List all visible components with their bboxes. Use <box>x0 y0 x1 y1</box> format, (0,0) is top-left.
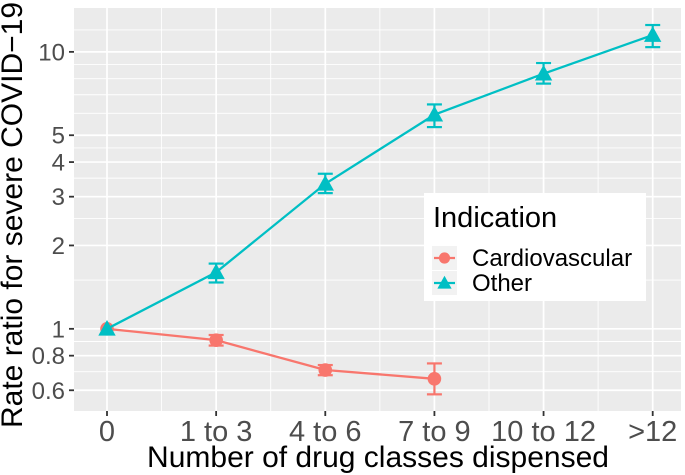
y-tick-label: 5 <box>52 123 65 150</box>
x-tick-label: 10 to 12 <box>491 416 596 448</box>
y-tick-label: 2 <box>52 233 65 260</box>
y-tick-label: 10 <box>38 39 65 66</box>
y-tick-label: 0.6 <box>32 378 65 405</box>
legend-item-label: Cardiovascular <box>472 245 632 272</box>
series-cardiovascular-line <box>106 327 435 380</box>
x-tick-label: 4 to 6 <box>289 416 362 448</box>
y-tick-label: 0.8 <box>32 343 65 370</box>
series-other-point-marker <box>644 26 662 42</box>
series-cardiovascular-point-marker <box>318 363 333 377</box>
series-other-point-marker <box>98 320 116 336</box>
y-tick-label: 4 <box>52 150 65 177</box>
series-other-point-marker <box>534 64 553 81</box>
series-cardiovascular-point-marker <box>209 333 223 347</box>
legend-box <box>424 193 646 301</box>
series-other-point-marker <box>316 174 334 191</box>
legend-title: Indication <box>433 202 557 234</box>
y-tick-label: 3 <box>52 184 65 211</box>
legend-circle-icon-point-marker <box>438 252 451 264</box>
y-axis-title: Rate ratio for severe COVID−19 <box>0 1 29 429</box>
legend-triangle-icon-point-marker <box>437 275 452 289</box>
legend-item-label: Other <box>472 270 532 297</box>
x-tick-label: 1 to 3 <box>180 416 253 448</box>
x-tick-label: >12 <box>628 416 677 448</box>
series-cardiovascular-point-marker <box>427 372 442 386</box>
x-tick-label: 0 <box>99 416 115 448</box>
series-other-line <box>106 33 654 330</box>
series-other-point-marker <box>207 263 225 280</box>
y-tick-label: 1 <box>52 316 65 343</box>
x-axis-title: Number of drug classes dispensed <box>147 441 609 474</box>
series-other-point-marker <box>425 105 444 122</box>
x-tick-label: 7 to 9 <box>398 416 471 448</box>
